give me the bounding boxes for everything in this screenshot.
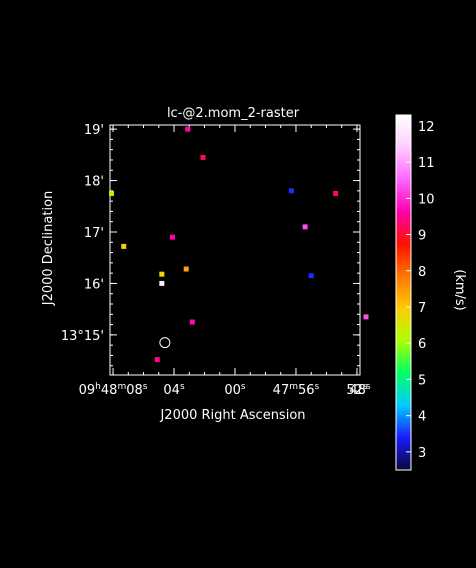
y-axis-ticks: 19' 18' 17' 16' 13°15' bbox=[61, 123, 360, 367]
data-point bbox=[200, 154, 206, 160]
data-point bbox=[159, 280, 165, 286]
data-point bbox=[154, 357, 160, 363]
axes-frame bbox=[109, 124, 361, 376]
data-point bbox=[363, 314, 369, 320]
y-tick-label: 18' bbox=[84, 175, 104, 190]
x-tick-label: 09h48m08s bbox=[79, 382, 148, 398]
y-axis-title: J2000 Declination bbox=[41, 191, 56, 307]
x-tick-label: 00s bbox=[224, 382, 246, 398]
axes-border bbox=[109, 124, 361, 376]
y-tick-label: 13°15' bbox=[61, 329, 104, 344]
data-point bbox=[288, 188, 294, 194]
data-point bbox=[183, 266, 189, 272]
beam-layer bbox=[159, 337, 171, 349]
y-tick-label: 19' bbox=[84, 123, 104, 138]
data-point bbox=[159, 271, 165, 277]
y-tick-label: 17' bbox=[84, 226, 104, 241]
colorbar-tick-label: 9 bbox=[418, 229, 426, 244]
colorbar-tick-label: 5 bbox=[418, 373, 426, 388]
data-point bbox=[333, 190, 339, 196]
colorbar-tick-label: 10 bbox=[418, 192, 435, 207]
x-tick-label: 48s bbox=[349, 382, 371, 398]
chart-title: lc-@2.mom_2-raster bbox=[167, 106, 300, 121]
x-tick-label: 47m56s bbox=[273, 382, 320, 398]
x-axis-title: J2000 Right Ascension bbox=[159, 408, 305, 423]
data-point bbox=[302, 224, 308, 230]
colorbar-ramp bbox=[395, 114, 412, 471]
colorbar-label: (km/s) bbox=[452, 269, 467, 311]
y-tick-label: 16' bbox=[84, 277, 104, 292]
colorbar-tick-label: 8 bbox=[418, 265, 426, 280]
colorbar: 3 4 5 6 7 8 9 10 11 12 bbox=[395, 114, 435, 471]
colorbar-tick-label: 7 bbox=[418, 301, 426, 316]
data-point bbox=[308, 273, 314, 279]
colorbar-tick-label: 3 bbox=[418, 446, 426, 461]
colorbar-tick-label: 11 bbox=[418, 156, 435, 171]
data-point bbox=[121, 243, 127, 249]
colorbar-tick-label: 6 bbox=[418, 337, 426, 352]
beam-ellipse bbox=[159, 337, 171, 349]
colorbar-tick-label: 12 bbox=[418, 120, 435, 135]
data-point bbox=[189, 319, 195, 325]
x-tick-label: 04s bbox=[163, 382, 185, 398]
data-points bbox=[109, 126, 369, 363]
colorbar-tick-label: 4 bbox=[418, 410, 426, 425]
data-point bbox=[170, 234, 175, 240]
data-point bbox=[185, 126, 191, 132]
x-tick-label: 52s bbox=[346, 382, 368, 398]
data-point bbox=[109, 190, 115, 196]
